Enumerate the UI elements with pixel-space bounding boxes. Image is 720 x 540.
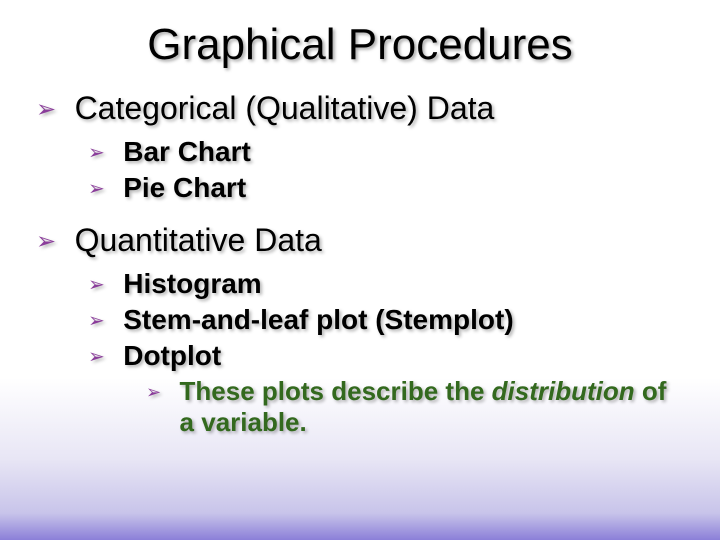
section1-heading: Categorical (Qualitative) Data [75,90,495,126]
item-pie-chart: ➢ Pie Chart [88,172,690,206]
item-label: Pie Chart [123,172,246,203]
section-quantitative: ➢ Quantitative Data [36,222,690,262]
section2-heading: Quantitative Data [75,222,322,258]
section-categorical: ➢ Categorical (Qualitative) Data [36,90,690,130]
item-dotplot-note: ➢ These plots describe the distribution … [146,376,690,438]
bullet-icon: ➢ [36,90,56,130]
item-histogram: ➢ Histogram [88,268,690,302]
bullet-icon: ➢ [36,222,56,262]
item-label: Histogram [123,268,261,299]
item-label: Bar Chart [123,136,251,167]
note-text: These plots describe the distribution of… [180,376,680,438]
slide-title: Graphical Procedures [30,20,690,70]
item-label: Stem-and-leaf plot (Stemplot) [123,304,513,335]
note-prefix: These plots describe the [180,376,492,406]
bullet-icon: ➢ [88,304,105,338]
item-bar-chart: ➢ Bar Chart [88,136,690,170]
bullet-icon: ➢ [88,268,105,302]
note-italic: distribution [492,376,635,406]
item-stemplot: ➢ Stem-and-leaf plot (Stemplot) [88,304,690,338]
bullet-icon: ➢ [88,172,105,206]
bullet-icon: ➢ [146,376,161,408]
bullet-icon: ➢ [88,136,105,170]
bullet-icon: ➢ [88,340,105,374]
item-label: Dotplot [123,340,221,371]
item-dotplot: ➢ Dotplot [88,340,690,374]
